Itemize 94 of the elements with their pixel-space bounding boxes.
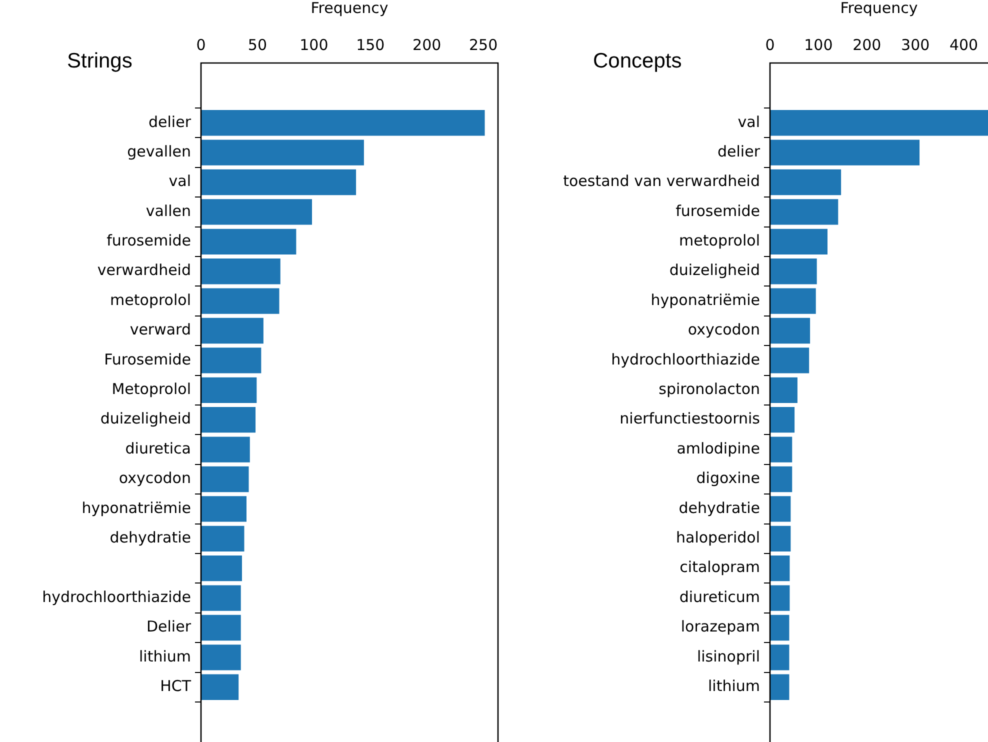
bar xyxy=(201,407,256,433)
x-axis-title: Frequency xyxy=(310,0,388,17)
y-tick-label: lithium xyxy=(138,647,191,666)
y-tick-label: toestand van verwardheid xyxy=(563,172,760,190)
y-tick-label: lisinopril xyxy=(696,647,760,666)
y-tick-label: dehydratie xyxy=(678,498,760,517)
y-tick-label: hydrochloorthiazide xyxy=(611,350,760,368)
y-tick-label: duizeligheid xyxy=(100,410,191,428)
x-tick-label: 200 xyxy=(852,36,882,54)
bar xyxy=(201,436,250,462)
y-tick-label: spironolacton xyxy=(658,380,760,398)
bar xyxy=(770,199,838,225)
bar xyxy=(201,258,280,284)
y-tick-label: haloperidol xyxy=(676,528,760,547)
bar xyxy=(201,496,246,522)
bar xyxy=(770,436,792,462)
x-tick-label: 400 xyxy=(949,36,978,54)
y-tick-label: Delier xyxy=(146,618,192,636)
bar xyxy=(201,466,249,492)
x-tick-label: 0 xyxy=(765,36,775,54)
y-tick-label: Furosemide xyxy=(104,350,191,368)
bar xyxy=(770,377,798,403)
y-tick-label: val xyxy=(168,172,191,190)
bar xyxy=(770,169,842,196)
bar xyxy=(770,258,817,284)
bar xyxy=(201,556,242,582)
y-tick-label: furosemide xyxy=(676,202,760,220)
y-tick-label: oxycodon xyxy=(688,320,760,339)
y-tick-label: verward xyxy=(130,320,191,339)
y-tick-label: diuretica xyxy=(125,439,191,458)
x-axis-title: Frequency xyxy=(840,0,918,17)
bar xyxy=(770,228,828,254)
y-tick-label: Metoprolol xyxy=(112,380,191,398)
bar xyxy=(201,199,312,225)
y-tick-label: digoxine xyxy=(696,469,760,488)
bar xyxy=(201,526,244,552)
x-tick-label: 100 xyxy=(300,36,328,54)
y-tick-label: duizeligheid xyxy=(669,261,760,280)
bar xyxy=(770,496,791,522)
y-tick-label: hyponatriëmie xyxy=(82,498,191,517)
y-tick-label: hyponatriëmie xyxy=(650,290,760,309)
bar xyxy=(201,585,241,611)
bar xyxy=(770,614,790,641)
bar xyxy=(201,614,241,641)
y-tick-label: HCT xyxy=(160,677,192,696)
x-tick-label: 100 xyxy=(804,36,833,54)
y-tick-label: metoprolol xyxy=(679,232,760,250)
y-tick-label: amlodipine xyxy=(676,439,760,458)
y-tick-label: gevallen xyxy=(127,142,191,160)
bar xyxy=(201,288,280,314)
y-tick-label: vallen xyxy=(146,202,191,220)
y-tick-label: citalopram xyxy=(680,558,760,576)
bar xyxy=(201,140,364,166)
bar xyxy=(770,110,988,136)
x-tick-label: 50 xyxy=(248,36,268,54)
x-tick-label: 0 xyxy=(196,36,206,54)
y-tick-label: diureticum xyxy=(679,588,760,606)
bar xyxy=(770,288,816,314)
bar xyxy=(770,318,810,344)
bar xyxy=(770,585,790,611)
bar xyxy=(770,674,790,700)
y-tick-label: delier xyxy=(148,112,192,131)
y-tick-label: metoprolol xyxy=(110,290,191,309)
y-tick-label: furosemide xyxy=(106,232,191,250)
bar xyxy=(770,348,810,374)
x-tick-label: 200 xyxy=(412,36,442,54)
y-tick-label: lithium xyxy=(708,677,760,696)
y-tick-label: oxycodon xyxy=(118,469,191,488)
bar xyxy=(201,318,264,344)
bar xyxy=(770,466,792,492)
bar xyxy=(770,407,795,433)
bar xyxy=(201,348,262,374)
chart-title: Concepts xyxy=(593,49,682,72)
y-tick-label: hydrochloorthiazide xyxy=(42,588,191,606)
y-tick-label: dehydratie xyxy=(110,528,191,547)
y-tick-label: verwardheid xyxy=(97,261,191,280)
y-tick-label: nierfunctiestoornis xyxy=(620,410,760,428)
bar xyxy=(201,674,239,700)
bar xyxy=(201,228,296,254)
bar xyxy=(770,644,790,670)
y-tick-label: lorazepam xyxy=(680,618,760,636)
bar xyxy=(770,556,790,582)
bar xyxy=(201,644,241,670)
x-tick-label: 250 xyxy=(469,36,498,54)
bar xyxy=(201,169,356,196)
bar xyxy=(770,526,791,552)
bar xyxy=(201,377,257,403)
x-tick-label: 300 xyxy=(901,36,930,54)
y-tick-label: val xyxy=(738,112,760,131)
x-tick-label: 150 xyxy=(356,36,385,54)
chart-title: Strings xyxy=(67,49,132,72)
bar xyxy=(770,140,920,166)
bar xyxy=(201,110,485,136)
y-tick-label: delier xyxy=(718,142,761,160)
